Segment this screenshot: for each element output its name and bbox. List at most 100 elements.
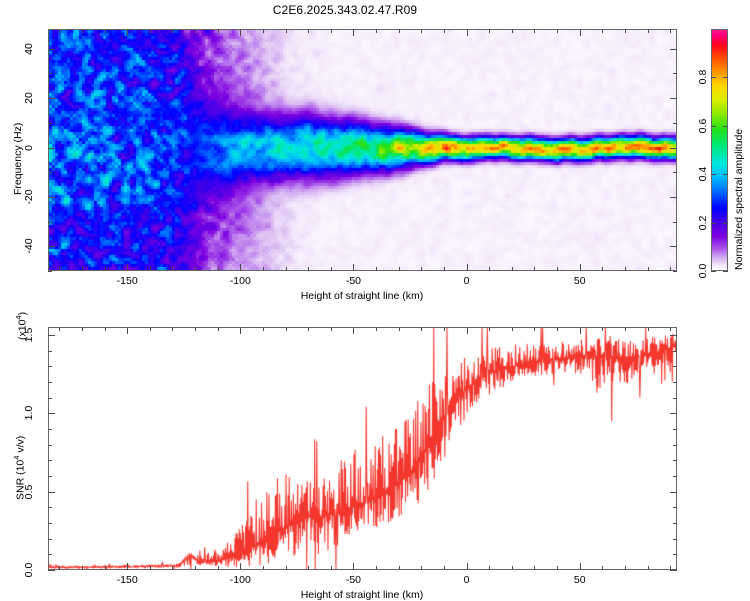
axis-tick [48, 491, 55, 493]
axis-tick [673, 444, 677, 446]
axis-tick [149, 29, 151, 33]
axis-tick [421, 566, 423, 570]
axis-tick [308, 29, 310, 33]
axis-tick [421, 327, 423, 331]
axis-tick [443, 29, 445, 33]
axis-tick [673, 350, 677, 352]
axis-tick [670, 147, 677, 149]
axis-tick [353, 327, 355, 334]
axis-tick [240, 563, 242, 570]
axis-tick [670, 267, 672, 271]
colorbar [711, 29, 728, 271]
axis-tick [673, 221, 677, 223]
axis-tick [723, 77, 728, 79]
axis-tick [489, 267, 491, 271]
axis-tick [557, 327, 559, 331]
axis-tick [353, 563, 355, 570]
axis-tick [673, 428, 677, 430]
axis-tick [673, 538, 677, 540]
axis-tick [48, 381, 52, 383]
page-title: C2E6.2025.343.02.47.R09 [272, 3, 418, 17]
axis-tick [670, 334, 677, 336]
axis-tick [127, 264, 129, 271]
colorbar-tick-label: 0.4 [697, 166, 709, 182]
axis-tick [673, 397, 677, 399]
axis-tick [466, 264, 468, 271]
axis-tick [172, 29, 174, 33]
axis-tick [195, 29, 197, 33]
axis-tick [48, 73, 52, 75]
y-tick-label: 1.0 [23, 405, 35, 421]
y-tick-label: 0 [23, 144, 35, 151]
axis-tick [398, 566, 400, 570]
axis-tick [398, 29, 400, 33]
axis-tick [670, 48, 677, 50]
axis-tick [673, 172, 677, 174]
axis-tick [353, 264, 355, 271]
axis-tick [376, 327, 378, 331]
axis-tick [195, 327, 197, 331]
axis-tick [511, 29, 513, 33]
axis-tick [398, 327, 400, 331]
spectrogram-ylabel: Frequency (Hz) [12, 122, 24, 195]
axis-tick [624, 267, 626, 271]
axis-tick [579, 29, 581, 36]
colorbar-gradient [711, 29, 728, 271]
axis-tick [149, 267, 151, 271]
axis-tick [262, 327, 264, 331]
axis-tick [602, 267, 604, 271]
axis-tick [127, 327, 129, 334]
colorbar-tick-label: 0.6 [697, 118, 709, 134]
axis-tick [285, 29, 287, 33]
axis-tick [104, 29, 106, 33]
axis-tick [711, 222, 716, 224]
axis-tick [48, 444, 52, 446]
axis-tick [670, 570, 677, 571]
x-tick-label: 0 [463, 574, 470, 586]
x-tick-label: 50 [573, 574, 586, 586]
axis-tick [104, 267, 106, 271]
axis-tick [48, 196, 55, 198]
axis-tick [48, 246, 55, 248]
axis-tick [673, 271, 677, 272]
axis-tick [48, 538, 52, 540]
x-tick-label: 50 [573, 275, 586, 287]
axis-tick [673, 554, 677, 556]
colorbar-tick-label: 0.8 [697, 70, 709, 85]
y-tick-label: -20 [23, 189, 35, 205]
axis-tick [647, 327, 649, 331]
axis-tick [711, 125, 716, 127]
axis-tick [48, 147, 55, 149]
y-tick-label: 20 [23, 92, 35, 104]
axis-tick [149, 566, 151, 570]
axis-tick [624, 566, 626, 570]
axis-tick [59, 29, 61, 33]
axis-tick [48, 570, 55, 571]
axis-tick [262, 267, 264, 271]
axis-tick [579, 563, 581, 570]
y-tick-label: -40 [23, 238, 35, 254]
axis-tick [330, 267, 332, 271]
x-tick-label: 0 [463, 275, 470, 287]
x-tick-label: -50 [345, 275, 362, 287]
axis-tick [81, 566, 83, 570]
spectrogram-panel [48, 29, 677, 271]
axis-tick [240, 264, 242, 271]
axis-tick [711, 77, 716, 79]
axis-tick [217, 29, 219, 33]
axis-tick [285, 267, 287, 271]
axis-tick [149, 327, 151, 331]
axis-tick [624, 327, 626, 331]
axis-tick [48, 554, 52, 556]
axis-tick [195, 267, 197, 271]
colorbar-tick-label: 0.2 [697, 215, 709, 230]
axis-tick [262, 29, 264, 33]
axis-tick [489, 566, 491, 570]
axis-tick [172, 267, 174, 271]
axis-tick [421, 267, 423, 271]
axis-tick [127, 29, 129, 36]
axis-tick [48, 413, 55, 415]
x-tick-label: -150 [116, 574, 138, 586]
axis-tick [557, 29, 559, 33]
